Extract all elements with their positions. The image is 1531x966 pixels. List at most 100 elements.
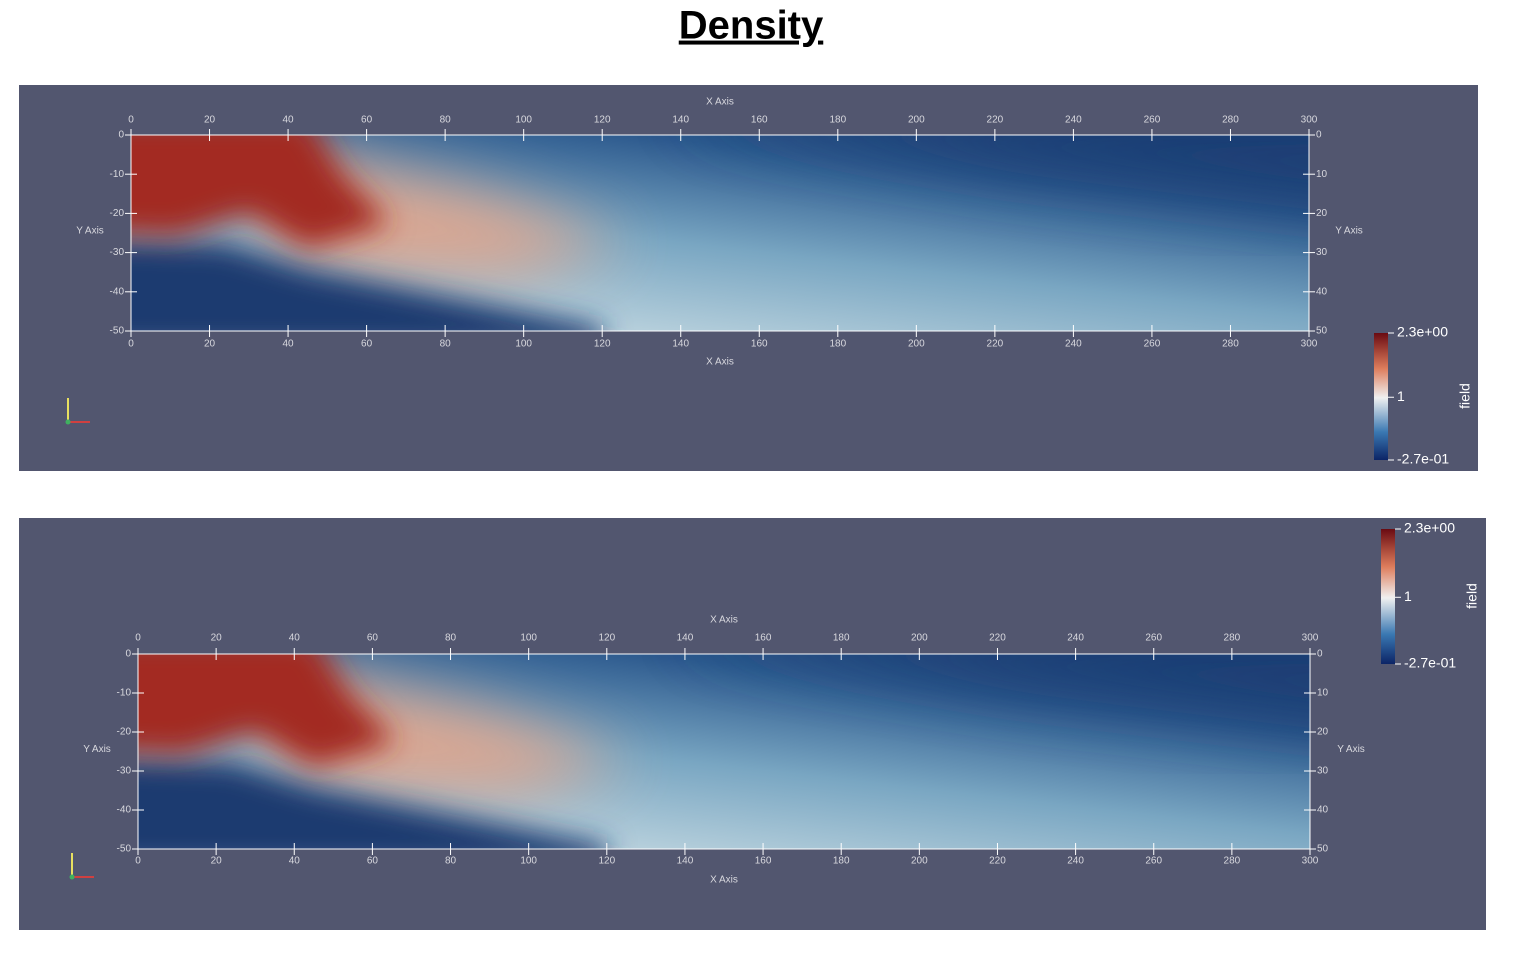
x-tick-label: 80 — [445, 633, 457, 644]
x-axis-title: X Axis — [710, 615, 738, 626]
x-tick-label: 60 — [361, 115, 373, 126]
plot-frame — [130, 134, 1310, 332]
x-tick-label: 200 — [911, 856, 928, 867]
x-axis-title: X Axis — [706, 357, 734, 368]
field-dark-low — [131, 239, 603, 331]
x-tick-label: 160 — [751, 115, 768, 126]
y-tick-label: 20 — [1316, 208, 1328, 219]
x-tick-label: 120 — [594, 339, 611, 350]
y-tick-label: -30 — [110, 247, 125, 258]
x-tick-label: 220 — [989, 633, 1006, 644]
x-tick-label: 60 — [367, 633, 379, 644]
x-tick-label: 60 — [361, 339, 373, 350]
x-tick-label: 40 — [289, 856, 301, 867]
x-tick-label: 300 — [1302, 633, 1319, 644]
y-tick-label: -40 — [110, 286, 125, 297]
x-tick-label: 220 — [989, 856, 1006, 867]
x-tick-label: 260 — [1145, 633, 1162, 644]
x-axis-title: X Axis — [706, 97, 734, 108]
field-image — [131, 135, 1309, 331]
colorbar-label: -2.7e-01 — [1397, 451, 1449, 467]
y-tick-label: 20 — [1317, 727, 1329, 738]
colorbar-label: 1 — [1397, 388, 1405, 404]
colorbar-title: field — [1464, 583, 1480, 609]
field-dark-low — [138, 757, 607, 849]
x-tick-label: 280 — [1224, 856, 1241, 867]
y-tick-label: -20 — [110, 208, 125, 219]
x-tick-label: 300 — [1301, 115, 1318, 126]
y-tick-label: 0 — [1316, 130, 1322, 141]
y-tick-label: 30 — [1316, 247, 1328, 258]
x-tick-label: 80 — [445, 856, 457, 867]
x-tick-label: 260 — [1144, 339, 1161, 350]
x-tick-label: 0 — [135, 856, 141, 867]
y-tick-label: 50 — [1317, 844, 1329, 855]
x-tick-label: 20 — [211, 633, 223, 644]
x-tick-label: 180 — [833, 856, 850, 867]
x-tick-label: 240 — [1067, 633, 1084, 644]
x-tick-label: 200 — [911, 633, 928, 644]
x-tick-label: 260 — [1144, 115, 1161, 126]
x-tick-label: 180 — [829, 339, 846, 350]
x-axis-title: X Axis — [710, 875, 738, 886]
colorbar — [1381, 529, 1395, 664]
field-red — [131, 135, 391, 249]
x-tick-label: 240 — [1065, 115, 1082, 126]
field-dark-top — [782, 654, 1310, 728]
x-tick-label: 120 — [594, 115, 611, 126]
colorbar-label: -2.7e-01 — [1404, 655, 1456, 671]
x-tick-label: 40 — [289, 633, 301, 644]
field-red — [138, 654, 396, 768]
y-tick-label: -30 — [117, 766, 132, 777]
y-tick-label: 10 — [1317, 688, 1329, 699]
y-tick-label: 30 — [1317, 766, 1329, 777]
x-tick-label: 140 — [672, 339, 689, 350]
x-tick-label: 300 — [1301, 339, 1318, 350]
x-tick-label: 0 — [135, 633, 141, 644]
y-tick-label: 40 — [1316, 286, 1328, 297]
x-tick-label: 280 — [1224, 633, 1241, 644]
x-tick-label: 20 — [211, 856, 223, 867]
x-tick-label: 140 — [677, 633, 694, 644]
y-tick-label: -10 — [110, 169, 125, 180]
x-tick-label: 160 — [755, 856, 772, 867]
colorbar-label: 2.3e+00 — [1397, 324, 1448, 340]
plot-frame — [137, 653, 1311, 850]
x-tick-label: 100 — [520, 856, 537, 867]
y-tick-label: 50 — [1316, 326, 1328, 337]
y-tick-label: 0 — [125, 649, 131, 660]
x-tick-label: 120 — [598, 633, 615, 644]
y-axis-title: Y Axis — [76, 226, 104, 237]
y-tick-label: -50 — [110, 326, 125, 337]
x-tick-label: 140 — [672, 115, 689, 126]
y-tick-label: 10 — [1316, 169, 1328, 180]
y-tick-label: 0 — [1317, 649, 1323, 660]
x-tick-label: 20 — [204, 339, 216, 350]
x-tick-label: 120 — [598, 856, 615, 867]
y-tick-label: -40 — [117, 805, 132, 816]
colorbar-label: 2.3e+00 — [1404, 520, 1455, 536]
field-dark-top — [778, 135, 1309, 210]
x-tick-label: 240 — [1067, 856, 1084, 867]
y-tick-label: -20 — [117, 727, 132, 738]
colorbar — [1374, 333, 1388, 460]
y-tick-label: 0 — [118, 130, 124, 141]
y-tick-label: 40 — [1317, 805, 1329, 816]
x-tick-label: 200 — [908, 115, 925, 126]
x-tick-label: 100 — [515, 115, 532, 126]
x-tick-label: 180 — [829, 115, 846, 126]
x-tick-label: 220 — [987, 115, 1004, 126]
x-tick-label: 40 — [283, 339, 295, 350]
x-tick-label: 220 — [987, 339, 1004, 350]
x-tick-label: 240 — [1065, 339, 1082, 350]
x-tick-label: 100 — [520, 633, 537, 644]
x-tick-label: 80 — [440, 115, 452, 126]
x-tick-label: 100 — [515, 339, 532, 350]
x-tick-label: 80 — [440, 339, 452, 350]
x-tick-label: 260 — [1145, 856, 1162, 867]
x-tick-label: 40 — [283, 115, 295, 126]
slide-title: Density — [679, 4, 824, 48]
x-tick-label: 180 — [833, 633, 850, 644]
x-tick-label: 160 — [755, 633, 772, 644]
